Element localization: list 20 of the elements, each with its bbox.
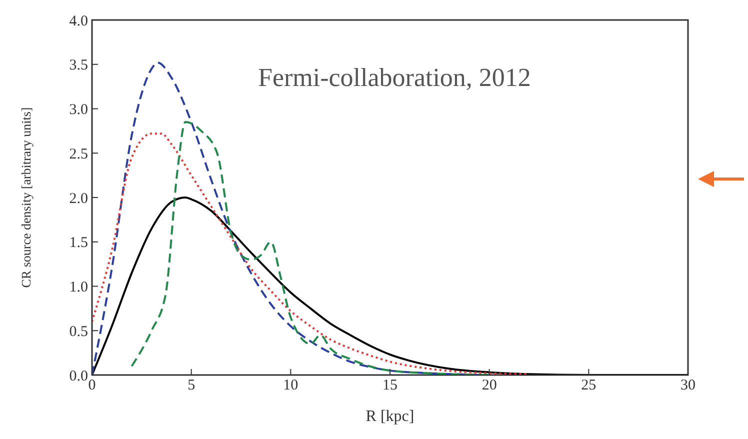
x-tick-label: 30 <box>680 378 696 394</box>
line-series <box>130 121 490 375</box>
x-tick-label: 25 <box>581 378 596 394</box>
x-axis-title: R [kpc] <box>366 408 414 425</box>
x-tick-label: 5 <box>188 378 196 394</box>
annotation: Fermi-collaboration, 2012 <box>258 63 531 93</box>
y-tick-label: 3.0 <box>69 102 88 118</box>
y-tick-label: 3.5 <box>69 58 88 74</box>
y-tick-label: 0.0 <box>69 368 88 384</box>
y-axis-title: CR source density [arbitrary units] <box>18 107 34 288</box>
y-tick-label: 1.0 <box>69 280 88 296</box>
y-tick-label: 1.5 <box>69 235 88 252</box>
y-tick-label: 2.5 <box>69 146 88 162</box>
x-tick-label: 0 <box>88 378 96 394</box>
y-tick-label: 4.0 <box>69 13 88 30</box>
x-tick-label: 15 <box>382 378 398 394</box>
y-tick-label: 0.5 <box>69 324 88 340</box>
y-tick-label: 2.0 <box>69 190 88 207</box>
x-tick-label: 10 <box>283 378 298 394</box>
x-tick-label: 20 <box>482 378 497 394</box>
